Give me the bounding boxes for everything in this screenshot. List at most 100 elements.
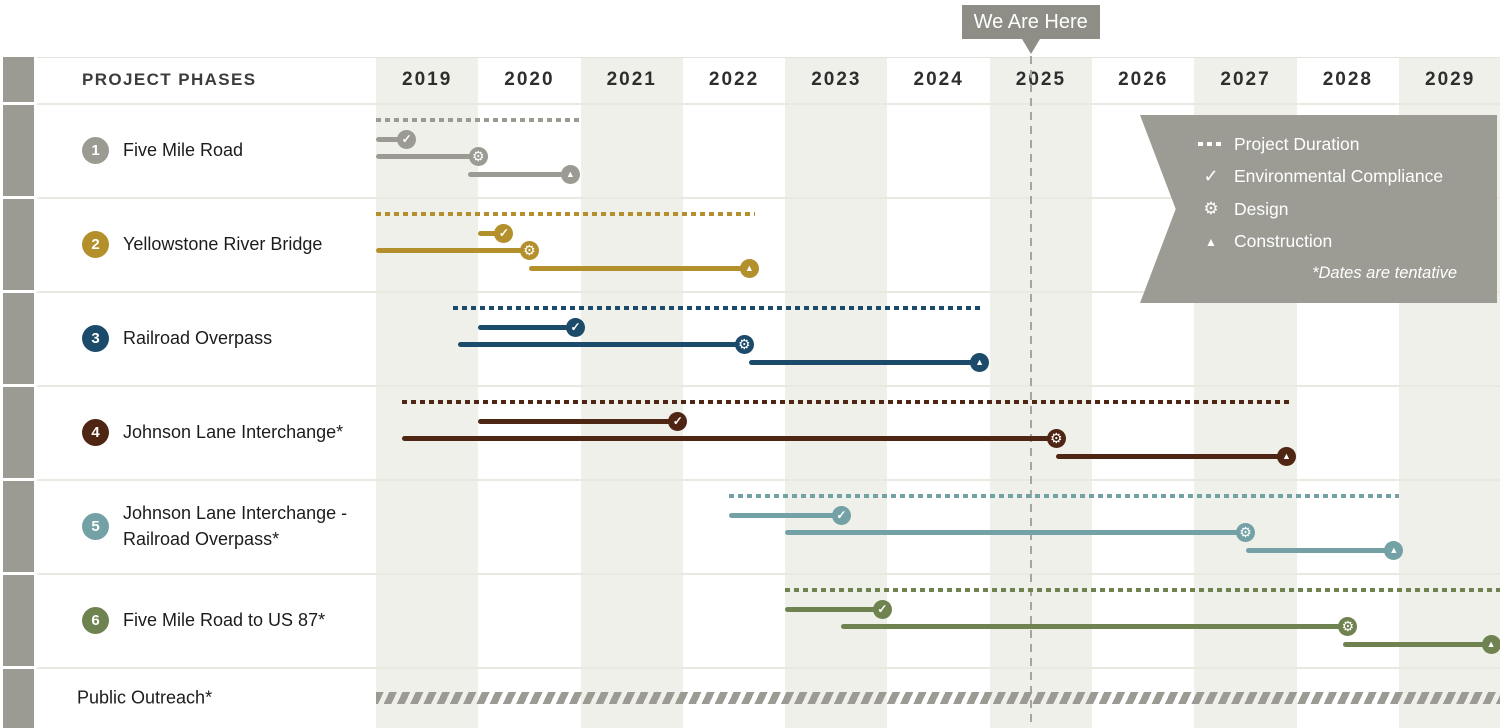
year-column (580, 57, 683, 728)
check-icon: ✓ (570, 320, 581, 334)
project-duration-bar (376, 118, 581, 122)
phase-number-badge: 5 (82, 512, 109, 540)
year-tick-label: 2027 (1220, 69, 1271, 90)
row-divider (37, 573, 1500, 575)
environmental-compliance-bar (478, 230, 504, 236)
design-bar (841, 623, 1348, 629)
year-tick-label: 2019 (402, 69, 453, 90)
row-divider (37, 385, 1500, 387)
we-are-here-label: We Are Here (961, 5, 1100, 39)
legend-item: ✓ Environmental Compliance (1196, 161, 1497, 194)
construction-bar-badge: ▲ (1384, 540, 1404, 560)
cone-icon: ▲ (565, 168, 575, 179)
project-name-label: Five Mile Road to US 87* (123, 610, 326, 630)
environmental-compliance-bar (478, 324, 576, 330)
year-column (785, 57, 888, 728)
row-divider (37, 197, 1500, 199)
design-bar-badge: ⚙ (1338, 616, 1358, 636)
accent-strip-segment (3, 575, 34, 666)
environmental-compliance-bar (728, 512, 842, 518)
public-outreach-bar (376, 691, 1500, 704)
environmental-compliance-bar (478, 418, 678, 424)
construction-bar-badge: ▲ (1481, 634, 1500, 654)
project-duration-bar (785, 588, 1500, 592)
phase-number-badge: 6 (82, 606, 109, 634)
phase-number-badge: 1 (82, 136, 109, 164)
cone-icon: ▲ (1486, 638, 1496, 649)
check-icon: ✓ (1203, 166, 1219, 187)
design-bar (376, 247, 530, 253)
design-bar (785, 529, 1246, 535)
accent-strip-segment (3, 669, 34, 728)
project-duration-bar (452, 306, 980, 310)
dotted-line-icon (1196, 142, 1226, 147)
we-are-here-arrow-icon (1021, 39, 1040, 54)
environmental-compliance-bar-badge: ✓ (494, 223, 514, 243)
construction-bar-badge: ▲ (970, 352, 990, 372)
gear-icon: ⚙ (1203, 199, 1219, 219)
we-are-here-line (1029, 42, 1032, 728)
design-bar (457, 341, 745, 347)
year-tick-label: 2025 (1015, 69, 1067, 90)
check-icon: ✓ (877, 602, 888, 616)
design-bar (376, 153, 479, 159)
project-name-label: Five Mile Road (123, 140, 244, 160)
year-column (989, 57, 1093, 728)
year-tick-label: 2028 (1322, 69, 1373, 90)
legend-item: ⚙ Design (1196, 193, 1497, 226)
gear-icon: ⚙ (1341, 618, 1355, 634)
environmental-compliance-bar-badge: ✓ (872, 599, 892, 619)
year-tick-label: 2020 (504, 69, 555, 90)
accent-strip-segment (3, 57, 34, 102)
year-tick-label: 2023 (811, 69, 862, 90)
legend-item-label: Environmental Compliance (1234, 166, 1444, 187)
check-icon: ✓ (672, 414, 683, 428)
design-bar-badge: ⚙ (734, 334, 754, 354)
year-tick-label: 2022 (708, 69, 760, 90)
phase-number-badge: 4 (82, 418, 109, 446)
row-divider (37, 103, 1500, 105)
public-outreach-label: Public Outreach* (77, 687, 213, 707)
gear-icon: ⚙ (737, 336, 751, 352)
cone-icon: ▲ (1205, 234, 1217, 249)
design-bar-badge: ⚙ (468, 146, 488, 166)
year-column (376, 57, 479, 728)
row-divider (37, 291, 1500, 293)
year-tick-label: 2026 (1118, 69, 1169, 90)
year-column (478, 57, 580, 728)
row-divider (37, 667, 1500, 669)
accent-strip-segment (3, 481, 34, 572)
check-icon: ✓ (498, 226, 509, 240)
construction-bar (1245, 547, 1394, 553)
environmental-compliance-bar-badge: ✓ (668, 411, 688, 431)
construction-bar-badge: ▲ (1276, 446, 1296, 466)
construction-bar (529, 265, 750, 271)
phase-number-badge: 3 (82, 324, 109, 352)
construction-bar (749, 359, 980, 365)
design-bar-badge: ⚙ (1236, 522, 1256, 542)
accent-strip-segment (3, 199, 34, 290)
construction-bar (468, 171, 571, 177)
legend-items: Project Duration ✓ Environmental Complianc… (1196, 128, 1497, 258)
legend-item: Project Duration (1196, 128, 1497, 161)
project-duration-bar (376, 212, 755, 216)
legend-item-label: Design (1234, 198, 1289, 219)
environmental-compliance-bar (376, 136, 407, 142)
cone-icon: ▲ (1282, 450, 1291, 461)
project-duration-bar (728, 494, 1399, 498)
project-name-label: Yellowstone River Bridge (123, 234, 323, 254)
cone-icon: ▲ (975, 356, 985, 367)
accent-strip-segment (3, 387, 34, 478)
construction-bar-badge: ▲ (739, 258, 759, 278)
gear-icon: ⚙ (1239, 524, 1252, 540)
environmental-compliance-bar (785, 606, 883, 612)
year-tick-label: 2021 (606, 69, 657, 90)
phase-number-badge: 2 (82, 230, 109, 258)
legend-item-label: Construction (1234, 231, 1333, 252)
row-divider (37, 479, 1500, 481)
project-phases-header: PROJECT PHASES (82, 70, 257, 89)
design-bar-badge: ⚙ (519, 240, 539, 260)
design-bar-badge: ⚙ (1046, 428, 1066, 448)
construction-bar (1342, 641, 1492, 647)
